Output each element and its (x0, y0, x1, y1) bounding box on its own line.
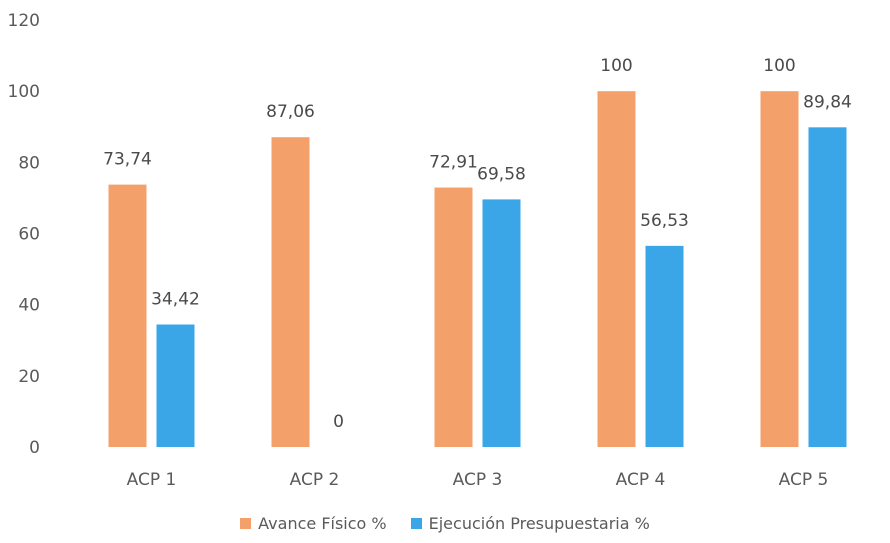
y-tick-label: 120 (8, 11, 40, 31)
legend-swatch-avance (240, 518, 252, 529)
legend: Avance Físico % Ejecución Presupuestaria… (0, 514, 890, 533)
bar-ejecucion (645, 245, 684, 447)
data-label: 89,84 (803, 92, 852, 112)
bar-avance (271, 137, 310, 448)
data-label: 34,42 (151, 290, 200, 310)
bar-ejecucion (156, 324, 195, 447)
y-tick-label: 40 (18, 296, 40, 316)
legend-swatch-ejecucion (410, 518, 422, 529)
data-label: 69,58 (477, 164, 526, 184)
x-category-label: ACP 1 (127, 470, 177, 490)
x-category-label: ACP 4 (616, 470, 666, 490)
bar-avance (760, 91, 799, 448)
bar-ejecucion (808, 127, 847, 447)
y-tick-label: 80 (18, 153, 40, 173)
y-tick-label: 100 (8, 82, 40, 102)
data-label: 0 (333, 412, 344, 432)
x-category-label: ACP 2 (290, 470, 340, 490)
data-label: 72,91 (429, 153, 478, 173)
bar-avance (108, 184, 147, 447)
bar-avance (597, 91, 636, 448)
data-label: 73,74 (103, 150, 152, 170)
bar-chart: 0 20 40 60 80 100 120 ACP 1 73,74 34,42 ACP 2 87,06… (8, 11, 852, 490)
data-label: 56,53 (640, 211, 689, 231)
legend-item-ejecucion: Ejecución Presupuestaria % (410, 514, 650, 533)
data-label: 100 (763, 56, 795, 76)
y-tick-label: 60 (18, 225, 40, 245)
legend-label-ejecucion: Ejecución Presupuestaria % (428, 514, 650, 533)
y-tick-label: 20 (18, 367, 40, 387)
legend-item-avance: Avance Físico % (240, 514, 387, 533)
data-label: 87,06 (266, 102, 315, 122)
bar-ejecucion (482, 199, 521, 447)
data-label: 100 (600, 56, 632, 76)
legend-label-avance: Avance Físico % (258, 514, 387, 533)
x-category-label: ACP 5 (779, 470, 829, 490)
y-tick-label: 0 (29, 438, 40, 458)
bar-avance (434, 187, 473, 447)
x-category-label: ACP 3 (453, 470, 503, 490)
